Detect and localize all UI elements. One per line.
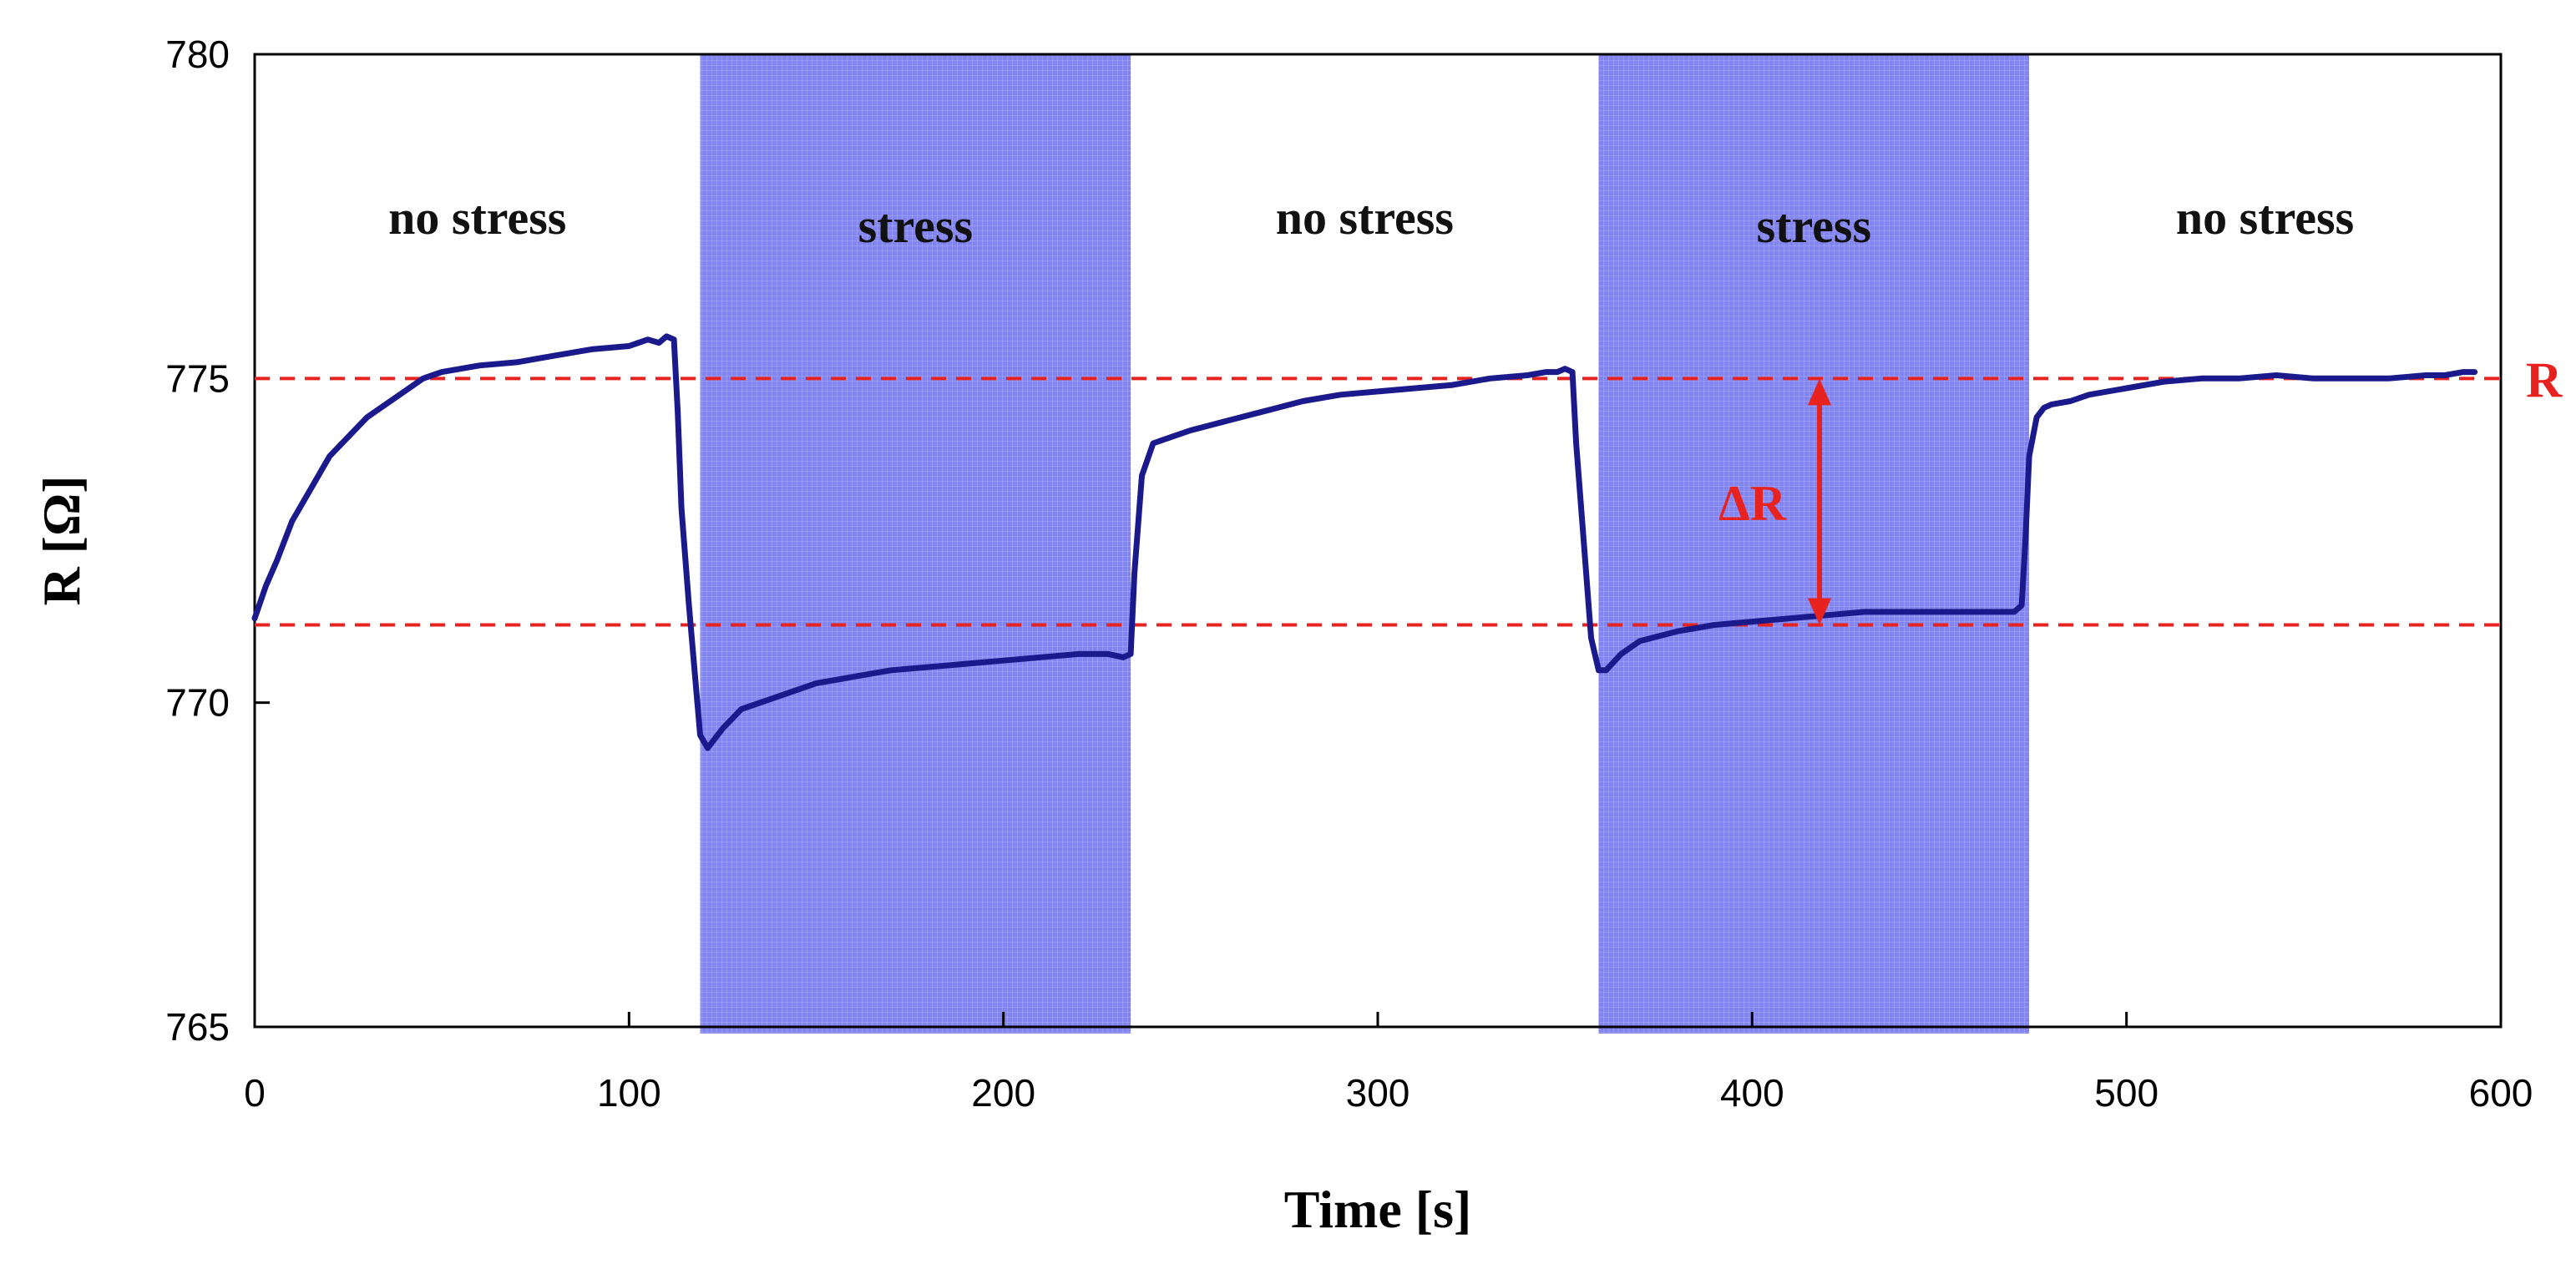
y-tick-label-770: 770: [165, 681, 230, 725]
region-label-2: no stress: [1276, 190, 1454, 245]
axis-ticks: 0 100 200 300 400 500 600 765 770 775 780: [165, 33, 2533, 1115]
x-tick-label-500: 500: [2094, 1071, 2158, 1115]
reference-lines: R: [255, 352, 2563, 627]
series-layer: [251, 333, 2478, 751]
y-tick-label-765: 765: [165, 1005, 230, 1049]
x-tick-label-0: 0: [244, 1071, 266, 1115]
stress-regions: [700, 54, 2030, 1034]
annotation-arrowhead-bottom-0: [1808, 598, 1832, 625]
x-tick-label-200: 200: [971, 1071, 1035, 1115]
x-tick-label-100: 100: [597, 1071, 661, 1115]
region-label-3: stress: [1757, 199, 1871, 253]
y-axis-title: R [Ω]: [32, 475, 91, 605]
stress-region-1: [700, 54, 1131, 1034]
reference-label-0: R: [2526, 352, 2563, 407]
x-axis-title: Time [s]: [1284, 1180, 1472, 1239]
y-tick-label-775: 775: [165, 356, 230, 400]
annotation-label-0: ΔR: [1718, 476, 1787, 531]
y-tick-label-780: 780: [165, 33, 230, 76]
region-label-0: no stress: [388, 190, 566, 245]
x-tick-label-400: 400: [1720, 1071, 1784, 1115]
annotation-layer: ΔR: [1718, 378, 1832, 625]
region-label-1: stress: [858, 199, 973, 253]
region-label-4: no stress: [2176, 190, 2354, 245]
x-tick-label-300: 300: [1346, 1071, 1410, 1115]
series-line-0: [251, 333, 2478, 751]
annotation-arrowhead-top-0: [1808, 378, 1832, 406]
stress-region-3: [1598, 54, 2030, 1034]
x-tick-label-600: 600: [2469, 1071, 2533, 1115]
region-labels: no stress stress no stress stress no stress: [388, 190, 2354, 253]
